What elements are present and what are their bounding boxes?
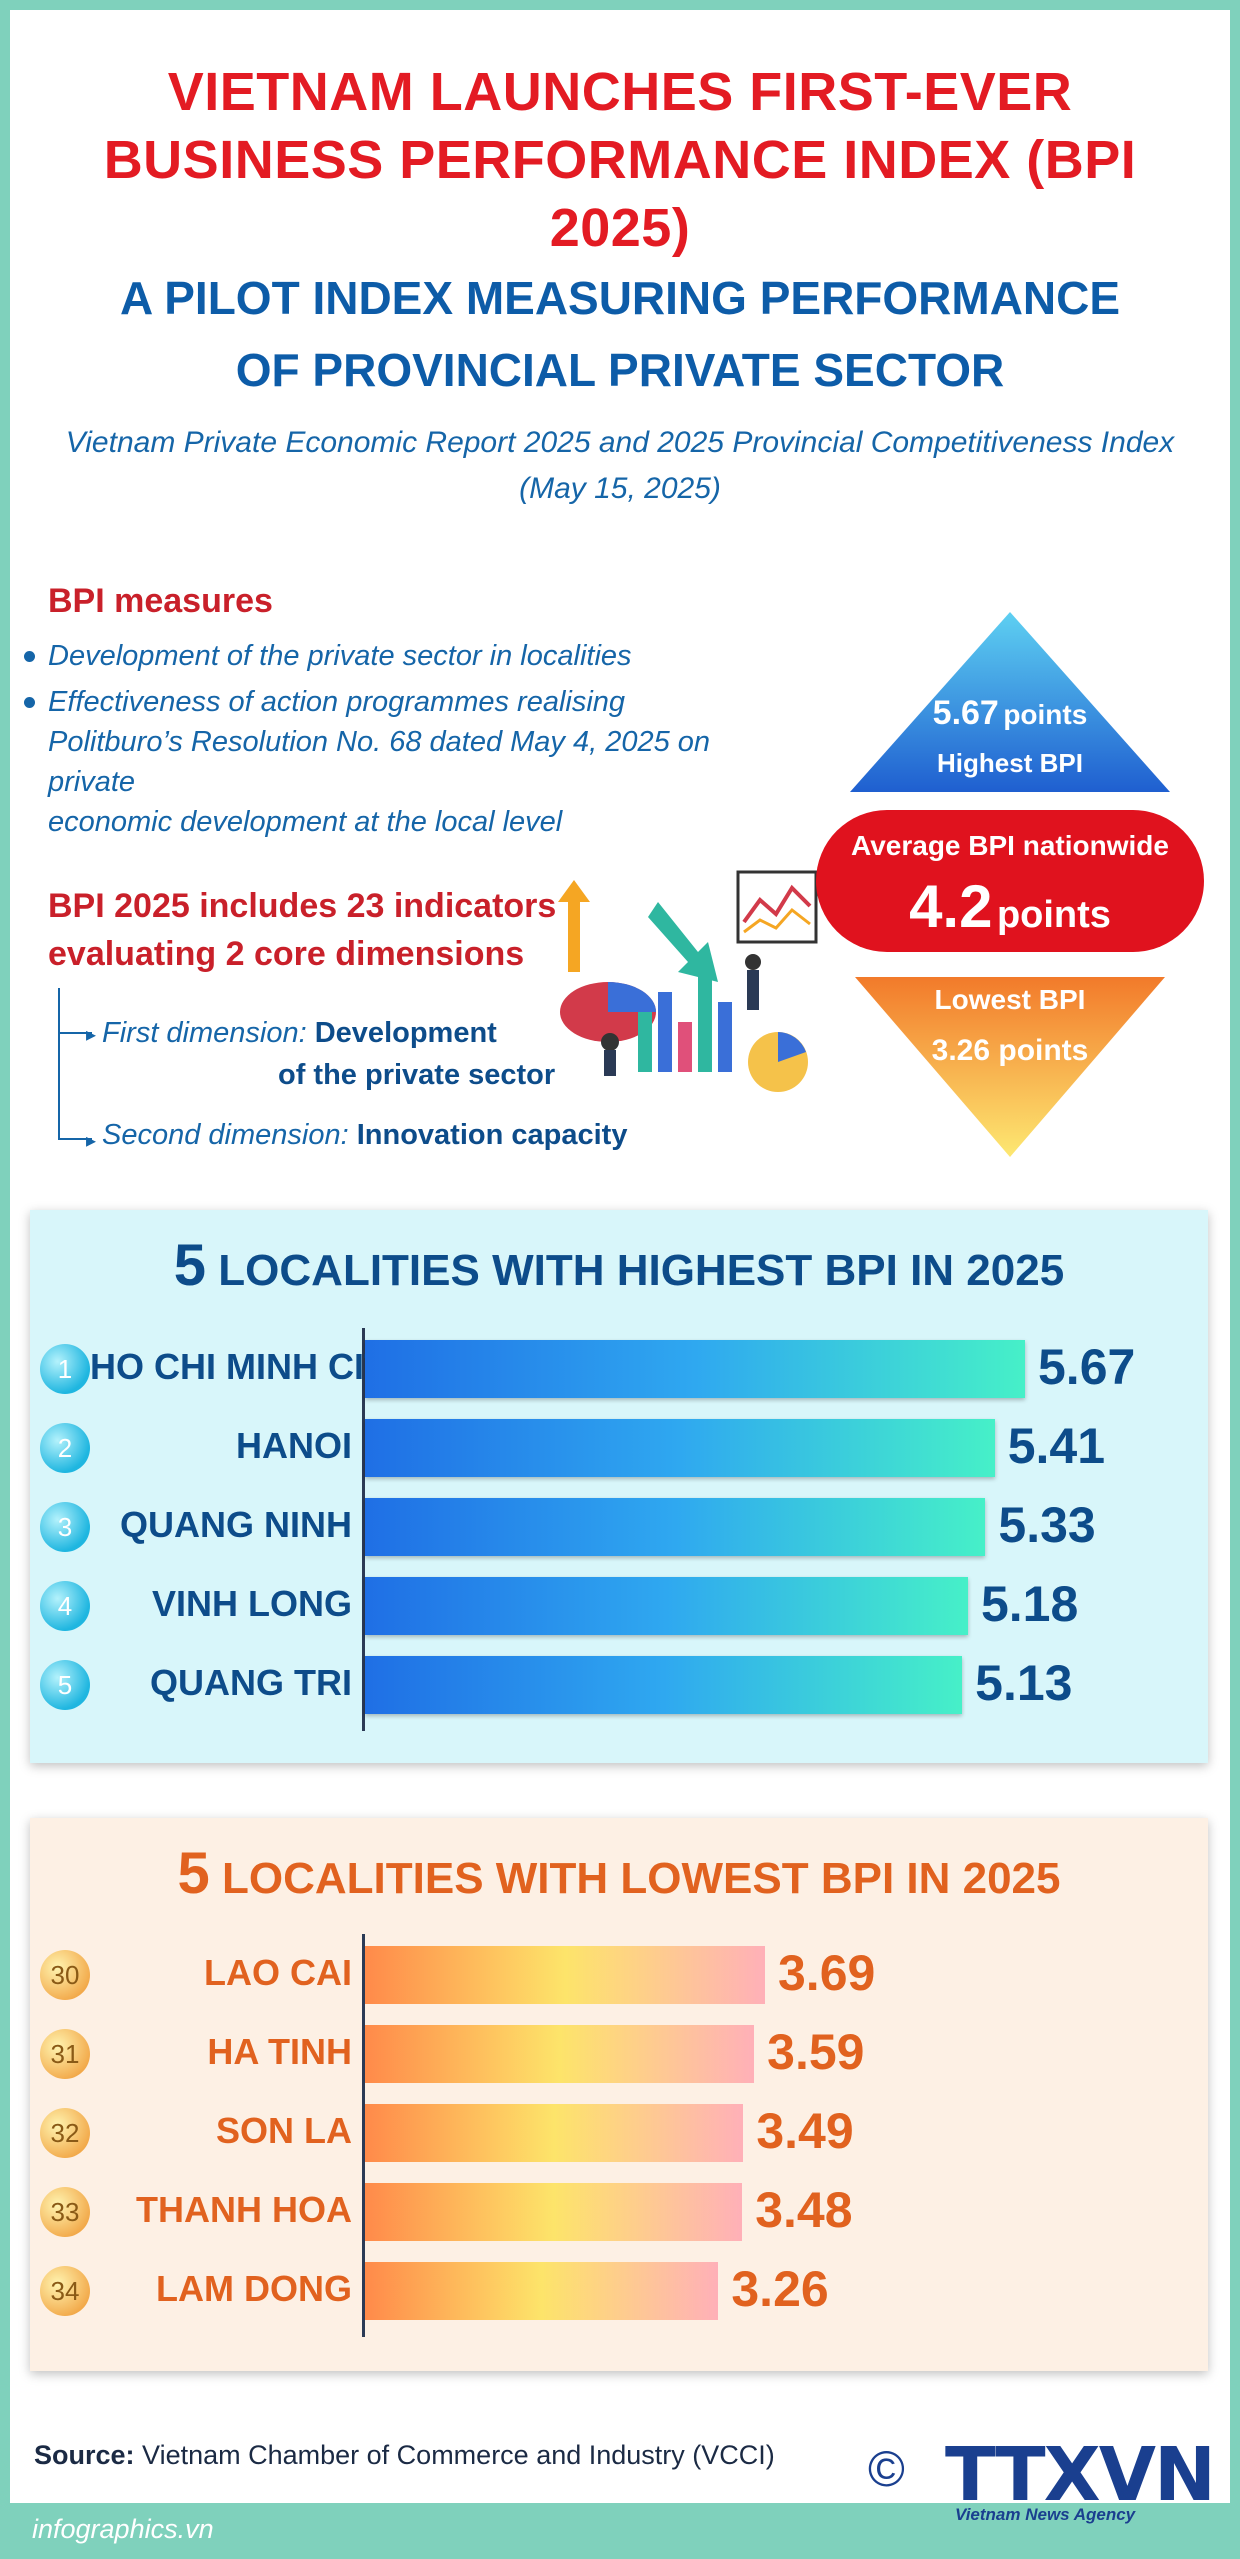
- lowest-bpi-panel: 5 LOCALITIES WITH LOWEST BPI IN 2025 30 L…: [30, 1818, 1208, 2371]
- first-dimension: First dimension: Development: [102, 1017, 497, 1049]
- category-label: HO CHI MINH CITY: [90, 1346, 410, 1387]
- value-label: 5.67: [1038, 1339, 1136, 1395]
- first-dimension-cont: of the private sector: [278, 1059, 556, 1091]
- measures-heading: BPI measures: [48, 582, 273, 620]
- average-pill: [816, 810, 1204, 952]
- bar: [365, 2025, 755, 2083]
- value-label: 5.33: [998, 1497, 1096, 1553]
- bar: [365, 1340, 1025, 1398]
- arrow-right-icon: ▸: [86, 1130, 97, 1152]
- category-label: THANH HOA: [136, 2189, 352, 2230]
- bar: [365, 2262, 719, 2320]
- business-illustration: [558, 870, 818, 1092]
- category-label: VINH LONG: [151, 1583, 352, 1624]
- category-label: HA TINH: [207, 2031, 352, 2072]
- category-label: QUANG TRI: [150, 1662, 352, 1703]
- rank-badge: 33: [40, 2187, 90, 2237]
- lowest-panel-title: 5 LOCALITIES WITH LOWEST BPI IN 2025: [177, 1841, 1061, 1906]
- bullet-dot: [24, 651, 35, 662]
- rank-badge: 2: [40, 1423, 90, 1473]
- arrow-right-icon: ▸: [86, 1024, 97, 1046]
- highest-panel-title: 5 LOCALITIES WITH HIGHEST BPI IN 2025: [173, 1233, 1065, 1298]
- bullet-dot: [24, 697, 35, 708]
- page-title: VIETNAM LAUNCHES FIRST-EVER BUSINESS PER…: [103, 62, 1137, 258]
- measures-list: Development of the private sector in loc…: [24, 636, 744, 848]
- connector-line: [58, 1030, 92, 1140]
- rank-badge: 1: [40, 1344, 90, 1394]
- page-subtitle: A PILOT INDEX MEASURING PERFORMANCE OF P…: [119, 272, 1121, 396]
- rank-badge: 31: [40, 2029, 90, 2079]
- category-label: HANOI: [236, 1425, 352, 1466]
- rank-badge: 5: [40, 1660, 90, 1710]
- value-label: 3.59: [767, 2024, 865, 2080]
- value-label: 3.49: [756, 2103, 854, 2159]
- category-label: QUANG NINH: [120, 1504, 352, 1545]
- source-note: Source: Vietnam Chamber of Commerce and …: [34, 2440, 775, 2470]
- value-label: 3.69: [778, 1945, 876, 2001]
- rank-badge: 4: [40, 1581, 90, 1631]
- second-dimension: Second dimension: Innovation capacity: [102, 1119, 628, 1151]
- measures-item: Effectiveness of action programmes reali…: [24, 682, 744, 842]
- bar: [365, 1419, 995, 1477]
- value-label: 5.41: [1007, 1418, 1106, 1474]
- category-label: LAO CAI: [204, 1952, 352, 1993]
- highest-triangle: [850, 612, 1170, 792]
- highest-label: Highest BPI: [937, 748, 1083, 778]
- highest-stat: 5.67 points: [932, 694, 1088, 732]
- agency-name: Vietnam News Agency: [955, 2505, 1136, 2524]
- agency-logo: TTXVN: [945, 2432, 1216, 2518]
- bar: [365, 1946, 765, 2004]
- category-label: SON LA: [215, 2110, 352, 2151]
- bar: [365, 1656, 963, 1714]
- lowest-triangle: [855, 977, 1165, 1157]
- copyright-icon: ©: [868, 2441, 905, 2497]
- bar: [365, 1577, 968, 1635]
- chart-axis-line: [362, 1328, 365, 1731]
- measures-item: Development of the private sector in loc…: [24, 636, 744, 676]
- chart-axis-line: [362, 1934, 365, 2337]
- bpi-stats-graphic: [816, 612, 1204, 1157]
- rank-badge: 34: [40, 2266, 90, 2316]
- category-label: LAM DONG: [156, 2268, 352, 2309]
- lowest-stat: 3.26 points: [931, 1034, 1089, 1067]
- value-label: 5.13: [975, 1655, 1073, 1711]
- rank-badge: 30: [40, 1950, 90, 2000]
- rank-badge: 32: [40, 2108, 90, 2158]
- bar: [365, 2104, 744, 2162]
- value-label: 3.48: [755, 2182, 853, 2238]
- value-label: 3.26: [731, 2261, 829, 2317]
- dimensions-heading: BPI 2025 includes 23 indicators evaluati…: [48, 887, 557, 973]
- footer-band: [0, 2503, 1240, 2559]
- site-link[interactable]: infographics.vn: [32, 2514, 214, 2544]
- average-label: Average BPI nationwide: [851, 830, 1169, 861]
- rank-badge: 3: [40, 1502, 90, 1552]
- bar: [365, 2183, 743, 2241]
- value-label: 5.18: [980, 1576, 1079, 1632]
- average-stat: 4.2 points: [909, 873, 1111, 940]
- lowest-label: Lowest BPI: [934, 984, 1086, 1015]
- bar: [365, 1498, 986, 1556]
- report-reference: Vietnam Private Economic Report 2025 and…: [65, 426, 1175, 505]
- connector-line: [58, 988, 92, 1034]
